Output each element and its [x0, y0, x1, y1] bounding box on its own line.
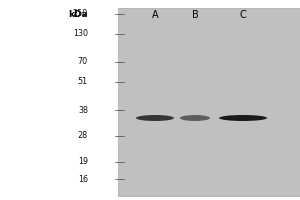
Text: C: C [240, 10, 246, 20]
Text: kDa: kDa [68, 10, 88, 19]
Text: B: B [192, 10, 198, 20]
Text: 70: 70 [78, 58, 88, 66]
Text: A: A [152, 10, 158, 20]
Text: 250: 250 [73, 9, 88, 19]
Text: 28: 28 [78, 132, 88, 140]
Text: 51: 51 [78, 77, 88, 86]
Text: 130: 130 [73, 29, 88, 38]
Text: 38: 38 [78, 106, 88, 114]
Text: 16: 16 [78, 174, 88, 184]
Text: 19: 19 [78, 158, 88, 166]
